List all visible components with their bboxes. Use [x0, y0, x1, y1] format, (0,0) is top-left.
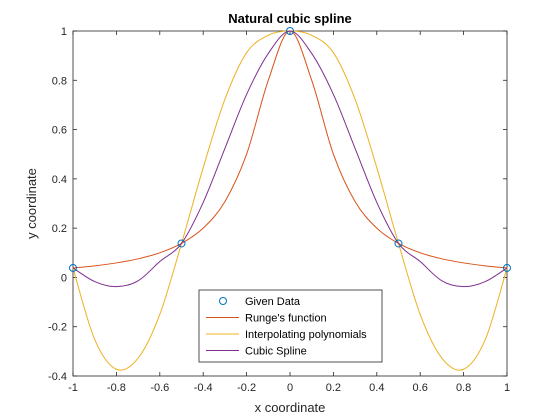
data-point-marker	[503, 263, 511, 272]
legend-label-interpolating-polynomials: Interpolating polynomials	[245, 329, 367, 341]
legend-label-given-data: Given Data	[245, 296, 301, 308]
y-tick-label: -0.2	[48, 322, 67, 334]
x-tick-label: -1	[68, 382, 78, 394]
data-point-marker	[69, 263, 77, 272]
chart-title: Natural cubic spline	[228, 11, 352, 26]
x-tick-label: 0.8	[456, 382, 471, 394]
y-tick-label: 0.4	[52, 174, 67, 186]
data-point-marker	[394, 239, 403, 248]
plot-area: -1 -0.8 -0.6 -0.4 -0.2 0 0.2 0.4 0.6 0.8 1 -0.4 -0.2…	[48, 26, 511, 394]
legend-label-cubic-spline: Cubic Spline	[245, 346, 307, 358]
data-point-marker	[286, 27, 294, 35]
y-tick-label: 0	[61, 272, 67, 284]
y-tick-label: 1	[61, 26, 67, 38]
x-tick-label: -0.8	[107, 382, 126, 394]
data-point-marker	[177, 239, 186, 248]
x-tick-label: 0.2	[326, 382, 341, 394]
y-tick-label: 0.2	[52, 223, 67, 235]
x-tick-label: 1	[504, 382, 510, 394]
x-tick-label: -0.6	[150, 382, 169, 394]
legend: Given Data Runge's function Interpolating …	[198, 289, 383, 363]
series-line-cubic-spline	[72, 30, 508, 288]
x-tick-label: -0.2	[237, 382, 256, 394]
y-tick-label: -0.4	[48, 371, 67, 383]
legend-swatch-given-data	[219, 297, 227, 305]
y-tick-label: 0.6	[52, 125, 67, 137]
x-tick-label: 0.6	[413, 382, 428, 394]
x-tick-label: 0	[287, 382, 293, 394]
y-tick-label: 0.8	[52, 75, 67, 87]
x-tick-label: -0.4	[194, 382, 213, 394]
legend-label-runge-s-function: Runge's function	[245, 313, 327, 325]
x-axis-title: x coordinate	[255, 400, 326, 415]
y-axis-title: y coordinate	[24, 168, 39, 239]
x-tick-label: 0.4	[369, 382, 384, 394]
